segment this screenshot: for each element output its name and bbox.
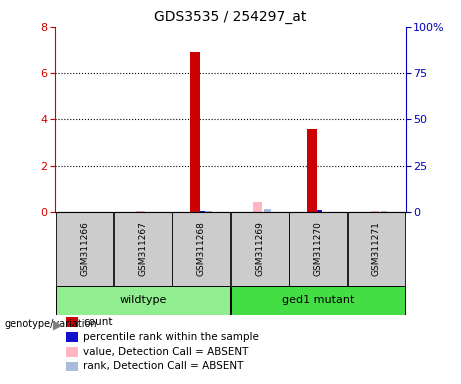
Text: GSM311269: GSM311269 xyxy=(255,222,264,276)
Text: GSM311268: GSM311268 xyxy=(197,222,206,276)
Title: GDS3535 / 254297_at: GDS3535 / 254297_at xyxy=(154,10,307,25)
Text: ged1 mutant: ged1 mutant xyxy=(282,295,354,305)
Bar xyxy=(231,286,405,314)
Bar xyxy=(307,129,317,212)
Bar xyxy=(56,286,230,314)
Bar xyxy=(56,212,113,286)
Bar xyxy=(289,212,347,286)
Text: wildtype: wildtype xyxy=(119,295,166,305)
Text: GSM311270: GSM311270 xyxy=(313,222,323,276)
Bar xyxy=(172,212,230,286)
Bar xyxy=(114,212,172,286)
Text: GSM311267: GSM311267 xyxy=(138,222,148,276)
Text: rank, Detection Call = ABSENT: rank, Detection Call = ABSENT xyxy=(83,361,244,371)
Text: percentile rank within the sample: percentile rank within the sample xyxy=(83,332,259,342)
Bar xyxy=(66,361,78,371)
Bar xyxy=(66,332,78,342)
Text: GSM311271: GSM311271 xyxy=(372,222,381,276)
Bar xyxy=(136,211,145,212)
Bar xyxy=(370,211,379,212)
Bar xyxy=(348,212,405,286)
Bar xyxy=(253,202,262,212)
Bar xyxy=(381,211,388,212)
Bar xyxy=(231,212,289,286)
Text: ▶: ▶ xyxy=(53,318,63,331)
Bar xyxy=(66,347,78,357)
Text: GSM311266: GSM311266 xyxy=(80,222,89,276)
Bar xyxy=(206,211,213,212)
Bar xyxy=(195,211,204,212)
Text: count: count xyxy=(83,317,113,327)
Text: genotype/variation: genotype/variation xyxy=(5,319,97,329)
Bar xyxy=(190,52,200,212)
Bar xyxy=(200,211,206,212)
Bar xyxy=(317,210,322,212)
Text: value, Detection Call = ABSENT: value, Detection Call = ABSENT xyxy=(83,347,249,357)
Bar xyxy=(264,209,271,212)
Bar xyxy=(66,317,78,327)
